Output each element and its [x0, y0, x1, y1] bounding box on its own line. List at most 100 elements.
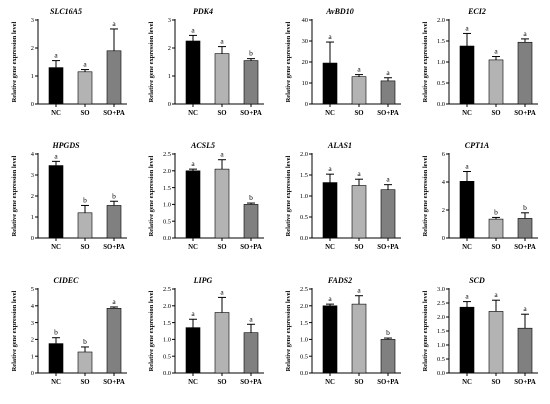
bar-nc [48, 165, 64, 239]
chart-panel-avbd10: AvBD10 Relative gene expression level 0 10 2… [285, 7, 401, 117]
y-tick-label: 2.5 [163, 286, 171, 293]
chart-title: LIPG [193, 276, 213, 285]
category-label: NC [51, 110, 61, 117]
y-tick-label: 10 [302, 80, 308, 87]
significance-letter: a [112, 297, 116, 306]
bar-so+pa [380, 339, 396, 374]
category-label: SO+PA [103, 379, 125, 386]
category-label: SO [491, 244, 500, 251]
chart-panel-slc16a5: SLC16A5 Relative gene expression level 0 1 2… [11, 7, 127, 117]
bar-nc [48, 343, 64, 374]
y-tick-label: 1.0 [300, 337, 308, 344]
significance-letter: a [328, 164, 332, 173]
y-tick-label: 2 [31, 193, 34, 200]
y-tick-label: 4 [442, 179, 446, 186]
y-tick-label: 2 [168, 45, 171, 52]
chart-panel-alas1: ALAS1 Relative gene expression level 0.0 0.… [285, 141, 401, 251]
y-tick-label: 0.0 [437, 101, 445, 108]
y-axis-label: Relative gene expression level [148, 290, 155, 371]
bar-so [488, 311, 504, 374]
y-tick-label: 0.0 [437, 370, 445, 377]
significance-letter: a [386, 175, 390, 184]
y-axis-label: Relative gene expression level [11, 21, 18, 102]
bar-so [351, 76, 367, 105]
category-label: SO [80, 110, 89, 117]
category-label: SO [217, 244, 226, 251]
y-tick-label: 0.5 [300, 214, 308, 221]
category-label: NC [325, 244, 335, 251]
significance-letter: a [328, 32, 332, 41]
y-tick-label: 2.0 [300, 303, 308, 310]
significance-letter: a [54, 151, 58, 160]
y-tick-label: 2.5 [437, 300, 445, 307]
category-label: SO [217, 110, 226, 117]
category-label: SO+PA [514, 379, 536, 386]
bar-so+pa [517, 41, 533, 105]
bar-so+pa [243, 204, 259, 239]
y-tick-label: 30 [302, 38, 308, 45]
bar-so [77, 71, 93, 105]
chart-panel-eci2: ECI2 Relative gene expression level 0.0 0.5… [422, 7, 538, 117]
significance-letter: a [523, 29, 527, 38]
chart-title: HPGDS [51, 141, 80, 150]
category-label: NC [462, 244, 472, 251]
significance-letter: a [191, 159, 195, 168]
category-label: SO+PA [103, 244, 125, 251]
significance-letter: a [465, 162, 469, 171]
significance-letter: a [220, 150, 224, 159]
significance-letter: a [112, 19, 116, 28]
bar-so+pa [243, 60, 259, 105]
bar-so [77, 351, 93, 374]
y-tick-label: 1.0 [300, 193, 308, 200]
y-tick-label: 3 [31, 172, 34, 179]
category-label: NC [188, 110, 198, 117]
chart-title: CIDEC [54, 276, 80, 285]
y-axis-label: Relative gene expression level [285, 290, 292, 371]
chart-panel-pdk4: PDK4 Relative gene expression level 0 1 2 3 a N… [148, 7, 264, 117]
bar-so [214, 312, 230, 374]
chart-panel-scd: SCD Relative gene expression level 0.0 0.5 1… [422, 276, 538, 386]
y-tick-label: 0.5 [300, 353, 308, 360]
bar-so [351, 185, 367, 239]
y-tick-label: 1.0 [437, 59, 445, 66]
bar-so+pa [517, 218, 533, 239]
y-tick-label: 0.5 [163, 218, 171, 225]
y-tick-label: 0.5 [437, 356, 445, 363]
y-tick-label: 1.5 [437, 38, 445, 45]
y-tick-label: 1.0 [437, 342, 445, 349]
significance-letter: b [83, 337, 87, 346]
y-tick-label: 1.0 [163, 337, 171, 344]
category-label: SO+PA [240, 244, 262, 251]
category-label: SO [491, 110, 500, 117]
bar-so [214, 168, 230, 239]
bar-so+pa [380, 189, 396, 239]
category-label: NC [51, 244, 61, 251]
bar-so+pa [517, 327, 533, 374]
category-label: SO [217, 379, 226, 386]
chart-title: SCD [469, 276, 485, 285]
bar-so+pa [106, 50, 122, 105]
y-axis-label: Relative gene expression level [422, 21, 429, 102]
y-tick-label: 1.5 [300, 172, 308, 179]
significance-letter: b [523, 203, 527, 212]
chart-title: FADS2 [327, 276, 352, 285]
bar-so+pa [243, 332, 259, 374]
bar-nc [185, 170, 201, 239]
significance-letter: a [465, 23, 469, 32]
category-label: NC [325, 110, 335, 117]
y-tick-label: 1 [168, 73, 171, 80]
significance-letter: a [83, 60, 87, 69]
category-label: SO+PA [514, 110, 536, 117]
y-tick-label: 2 [31, 337, 34, 344]
chart-panel-lipg: LIPG Relative gene expression level 0.0 0.5… [148, 276, 264, 386]
category-label: SO+PA [103, 110, 125, 117]
category-label: SO+PA [240, 110, 262, 117]
category-label: SO+PA [240, 379, 262, 386]
y-tick-label: 40 [302, 17, 308, 24]
significance-letter: a [191, 309, 195, 318]
chart-title: AvBD10 [325, 7, 353, 16]
bar-so [77, 212, 93, 239]
y-tick-label: 0.0 [300, 370, 308, 377]
y-axis-label: Relative gene expression level [422, 290, 429, 371]
